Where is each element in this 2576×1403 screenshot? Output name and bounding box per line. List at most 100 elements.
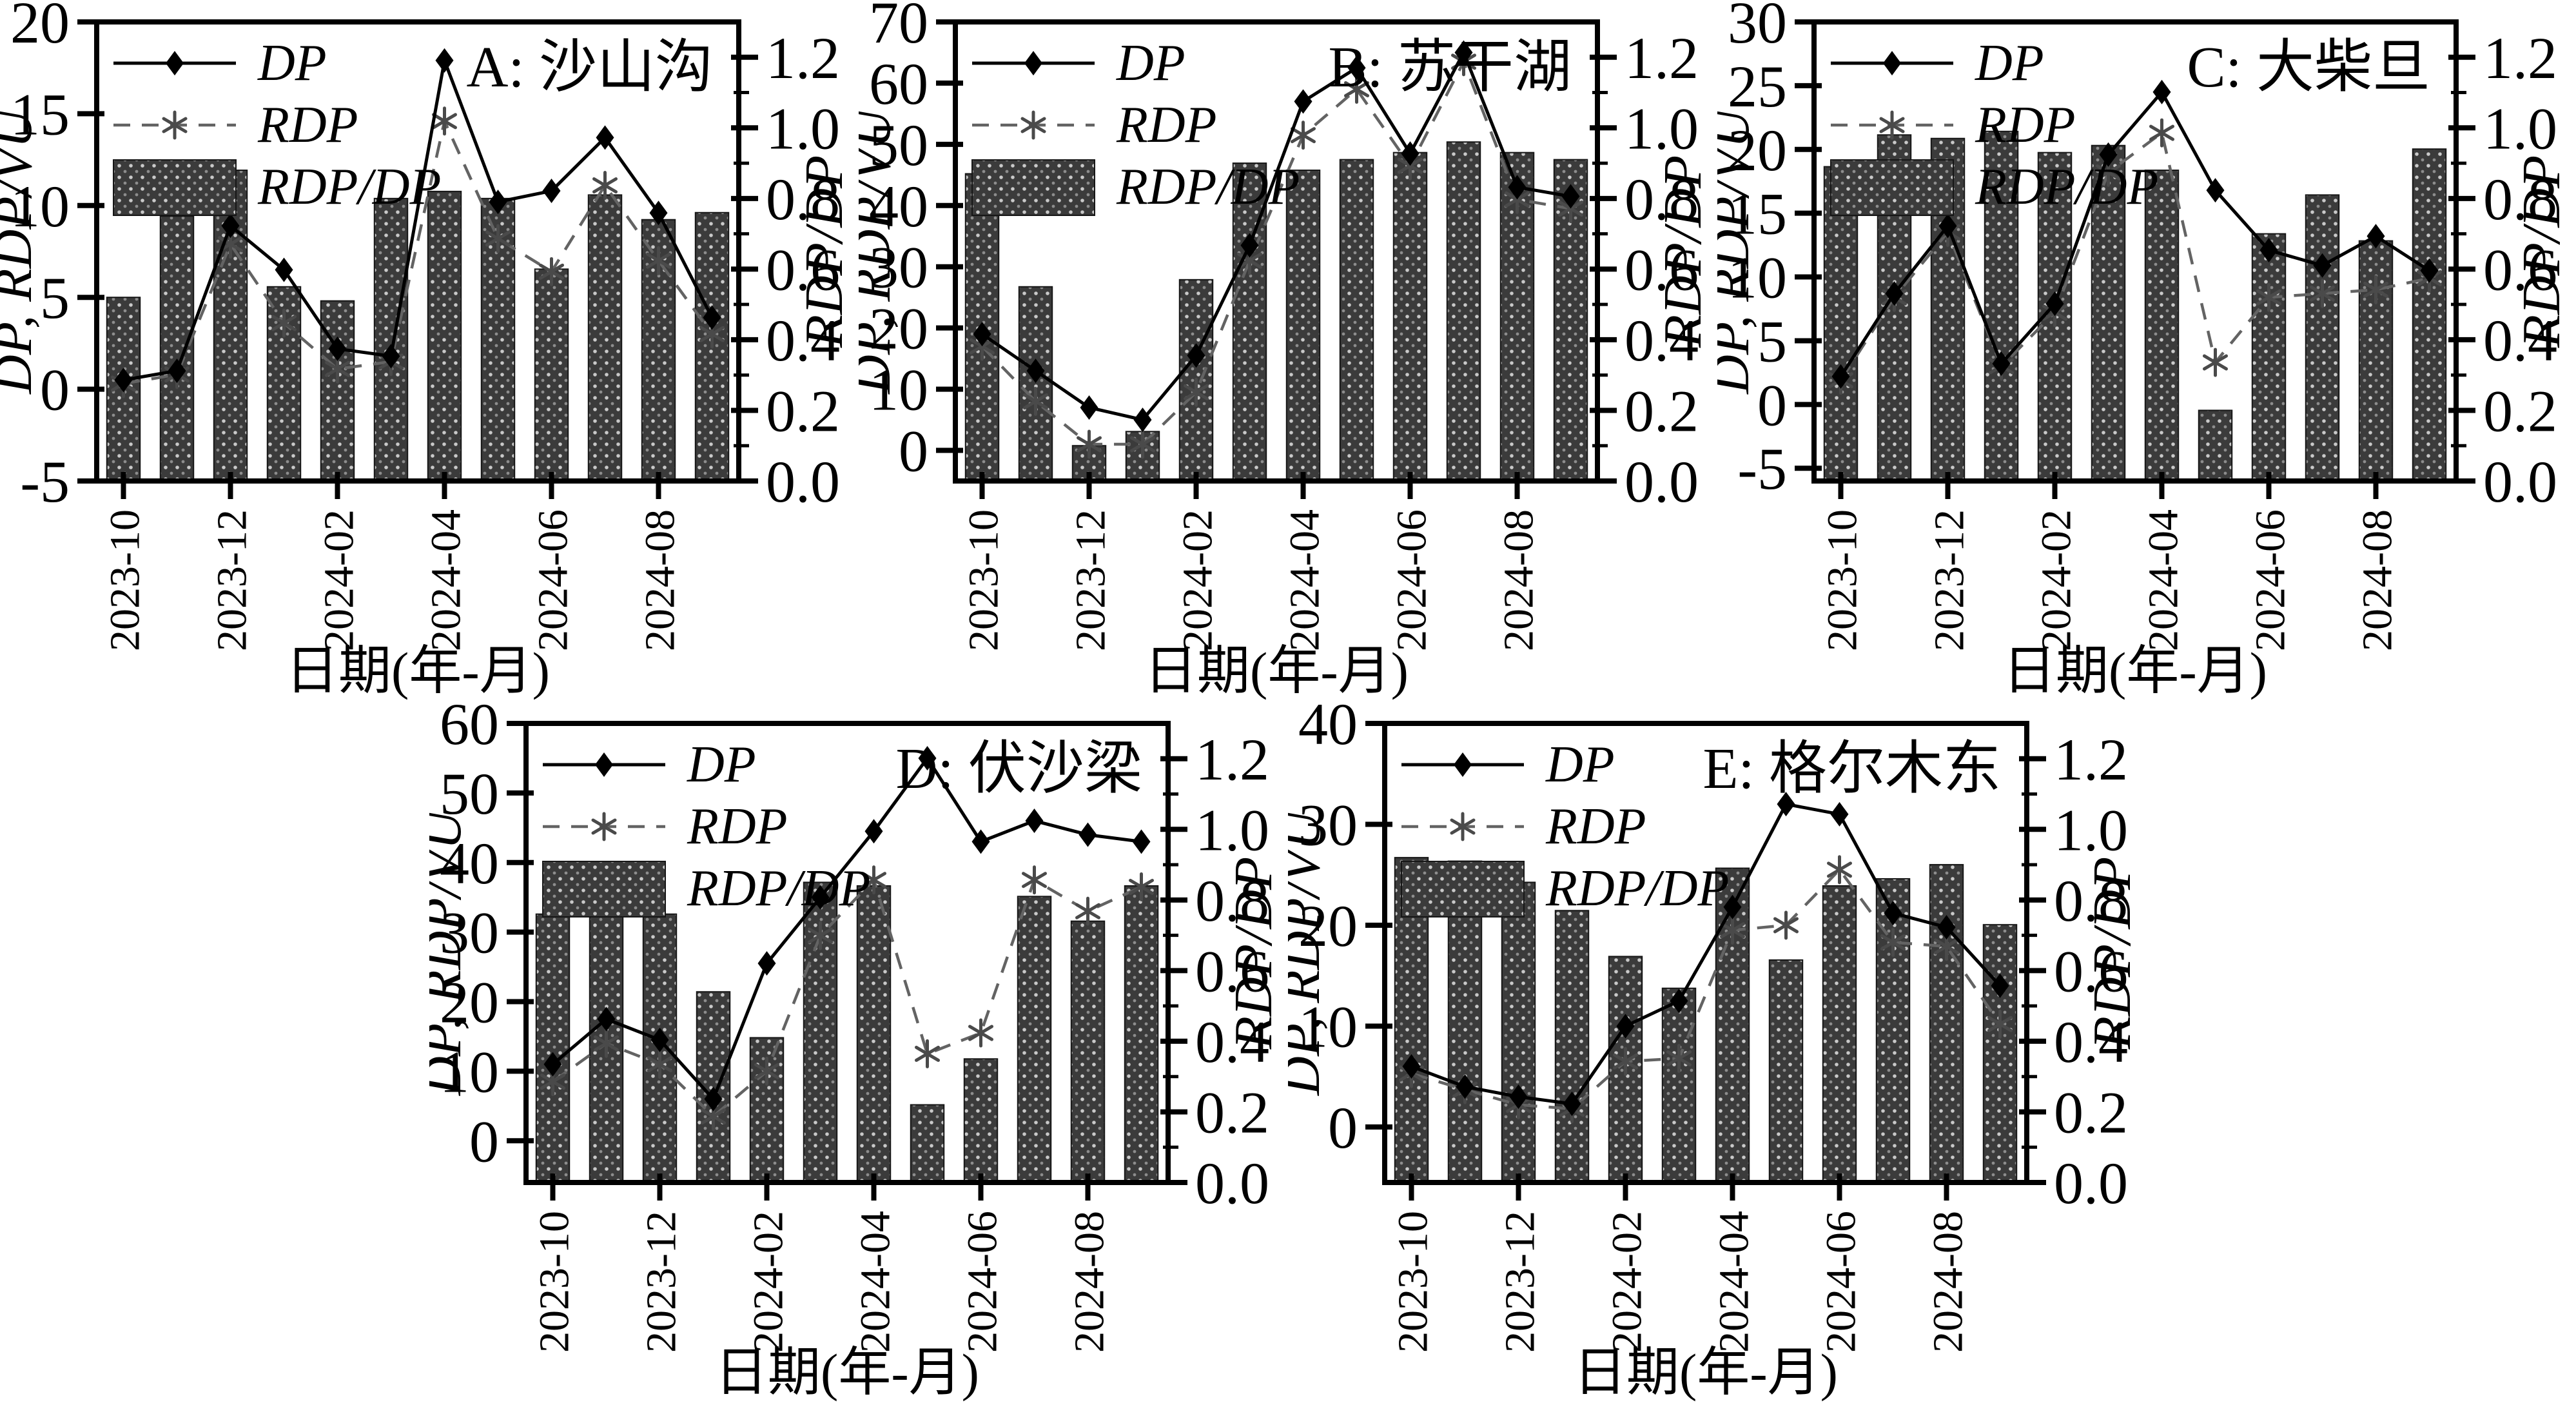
left-tick-label: 0	[40, 357, 70, 423]
right-tick-label: 1.2	[1625, 25, 1699, 91]
left-tick-label: 70	[869, 0, 928, 55]
diamond-marker	[1294, 89, 1312, 114]
diamond-marker	[114, 368, 133, 393]
legend-label-dp: DP	[1116, 35, 1186, 92]
asterisk-marker	[1344, 74, 1369, 104]
right-tick-label: 0.8	[1195, 868, 1269, 934]
legend-label-rdp: RDP	[1975, 97, 2076, 153]
chart-svg-a: -5 0 5 10 15 20 0.00.20.40.60.81.01.2 2023-10 20…	[0, 0, 854, 700]
left-tick-label: 20	[1298, 893, 1358, 959]
bar	[1982, 924, 2018, 1183]
bar	[2251, 233, 2287, 482]
chart-panel-d: 0 10 20 30 40 50 60 0.0 0.2 0.4 0.6 0.8 1.0 1.2 2023-1…	[429, 702, 1288, 1403]
asterisk-marker	[1075, 896, 1100, 926]
bar	[963, 1058, 999, 1183]
x-tick-label: 2023-12	[638, 1211, 685, 1353]
x-tick-label: 2024-02	[316, 509, 363, 651]
left-tick-label: 30	[440, 900, 499, 966]
x-tick-label: 2024-02	[2033, 509, 2080, 651]
left-y-axis-label: DP, RDP/VU	[1717, 106, 1761, 395]
legend-label-ratio: RDP/DP	[1116, 159, 1300, 215]
right-tick-label: 0.4	[2483, 308, 2557, 373]
right-tick-label: 0.4	[2054, 1009, 2128, 1075]
diamond-marker	[1938, 213, 1957, 239]
left-tick-label: 10	[10, 173, 70, 239]
asterisk-marker	[968, 1018, 993, 1048]
asterisk-marker	[915, 1039, 940, 1068]
asterisk-marker	[591, 812, 617, 841]
chart-svg-e: 0 10 20 30 40 0.00.20.40.60.81.01.2 2023-10 202…	[1288, 702, 2142, 1402]
rdp-line-series	[970, 47, 1583, 459]
legend-label-dp: DP	[257, 35, 327, 92]
right-tick-label: 0.8	[2054, 868, 2128, 934]
dp-line-series	[973, 40, 1580, 433]
diamond-marker	[2259, 238, 2278, 263]
legend-label-ratio: RDP/DP	[1975, 159, 2158, 215]
x-tick-label: 2023-10	[961, 509, 1008, 651]
chart-title: E: 格尔木东	[1703, 737, 2001, 801]
left-tick-label: 15	[10, 81, 70, 147]
diamond-marker	[918, 745, 937, 770]
x-axis-label: 日期(年-月)	[715, 1343, 979, 1402]
x-tick-label: 2024-02	[1604, 1211, 1651, 1353]
legend-label-ratio: RDP/DP	[687, 860, 870, 917]
asterisk-marker	[2149, 118, 2174, 148]
x-tick-label: 2023-10	[1819, 509, 1866, 651]
diamond-marker	[221, 213, 240, 239]
legend-label-rdp: RDP	[1116, 97, 1217, 153]
right-tick-label: 0.2	[2483, 378, 2557, 444]
bar	[373, 197, 409, 482]
right-tick-label: 1.0	[1195, 797, 1269, 863]
asterisk-marker	[1773, 910, 1799, 940]
dp-line-series	[114, 48, 721, 393]
diamond-marker	[757, 951, 776, 976]
diamond-marker	[382, 344, 400, 369]
axis-ticks: 0 10 20 30 40 0.00.20.40.60.81.01.2 2023-10 202…	[1298, 702, 2128, 1353]
diamond-marker	[1509, 1084, 1528, 1109]
chart-title: A: 沙山沟	[467, 35, 714, 99]
bar	[1339, 159, 1374, 482]
diamond-marker	[596, 125, 614, 150]
left-tick-label: 20	[1728, 117, 1787, 183]
diamond-marker	[595, 752, 613, 777]
x-tick-label: 2024-08	[1496, 509, 1543, 651]
diamond-marker	[1992, 351, 2011, 377]
bar	[535, 913, 571, 1183]
x-tick-label: 2024-04	[852, 1211, 899, 1353]
asterisk-marker	[539, 257, 564, 286]
ratio-bars	[535, 881, 1159, 1184]
diamond-marker	[1026, 358, 1045, 384]
diamond-marker	[2420, 258, 2439, 283]
bar	[587, 194, 623, 482]
diamond-marker	[1402, 1054, 1421, 1079]
x-tick-label: 2024-04	[2140, 509, 2187, 651]
right-y-axis-label: RDP/DP	[794, 155, 854, 349]
bar	[427, 190, 462, 482]
chart-title: B: 苏干湖	[1328, 35, 1572, 99]
chart-panel-a: -5 0 5 10 15 20 0.0 0.2 0.4 0.6 0.8 1.0 1.2 2023-10 20…	[0, 0, 859, 702]
asterisk-marker	[754, 1056, 779, 1086]
x-tick-label: 2024-06	[959, 1211, 1006, 1353]
x-tick-label: 2023-12	[1497, 1211, 1544, 1353]
left-y-axis-label: DP, RDP/VU	[0, 106, 43, 395]
asterisk-marker	[1450, 812, 1476, 841]
right-tick-label: 0.4	[1625, 308, 1699, 373]
bar	[1768, 959, 1804, 1183]
diamond-marker	[168, 358, 186, 384]
legend-label-rdp: RDP	[1545, 798, 1646, 855]
left-tick-label: 0	[1328, 1095, 1358, 1161]
right-tick-label: 0.0	[2483, 449, 2557, 515]
right-tick-label: 0.6	[1625, 237, 1699, 302]
left-tick-label: 50	[440, 761, 499, 827]
x-tick-label: 2024-04	[423, 509, 470, 651]
left-tick-label: 15	[1728, 181, 1787, 247]
x-tick-label: 2024-08	[637, 509, 684, 651]
left-tick-label: 10	[1728, 245, 1787, 311]
